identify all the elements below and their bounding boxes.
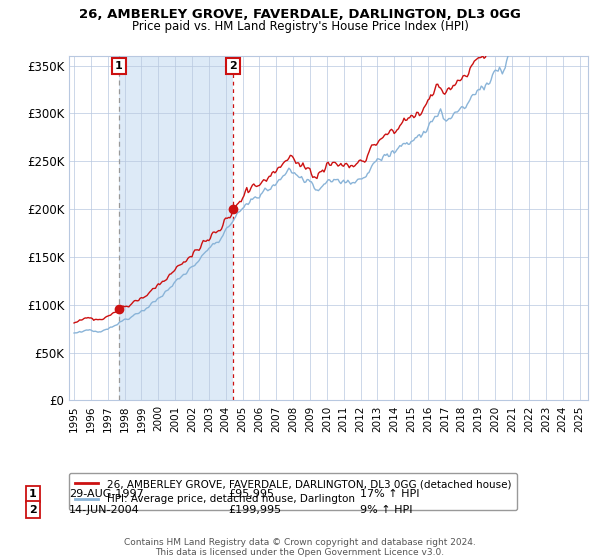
Legend: 26, AMBERLEY GROVE, FAVERDALE, DARLINGTON, DL3 0GG (detached house), HPI: Averag: 26, AMBERLEY GROVE, FAVERDALE, DARLINGTO… bbox=[69, 473, 517, 511]
Text: 9% ↑ HPI: 9% ↑ HPI bbox=[360, 505, 413, 515]
Text: 2: 2 bbox=[29, 505, 37, 515]
Text: 14-JUN-2004: 14-JUN-2004 bbox=[69, 505, 140, 515]
Text: £95,995: £95,995 bbox=[228, 489, 274, 499]
Text: 1: 1 bbox=[115, 61, 123, 71]
Text: 2: 2 bbox=[229, 61, 237, 71]
Text: Contains HM Land Registry data © Crown copyright and database right 2024.
This d: Contains HM Land Registry data © Crown c… bbox=[124, 538, 476, 557]
Text: 1: 1 bbox=[29, 489, 37, 499]
Text: 29-AUG-1997: 29-AUG-1997 bbox=[69, 489, 144, 499]
Text: £199,995: £199,995 bbox=[228, 505, 281, 515]
Text: 17% ↑ HPI: 17% ↑ HPI bbox=[360, 489, 419, 499]
Bar bbox=[119, 56, 233, 400]
Text: Price paid vs. HM Land Registry's House Price Index (HPI): Price paid vs. HM Land Registry's House … bbox=[131, 20, 469, 32]
Text: 26, AMBERLEY GROVE, FAVERDALE, DARLINGTON, DL3 0GG: 26, AMBERLEY GROVE, FAVERDALE, DARLINGTO… bbox=[79, 8, 521, 21]
